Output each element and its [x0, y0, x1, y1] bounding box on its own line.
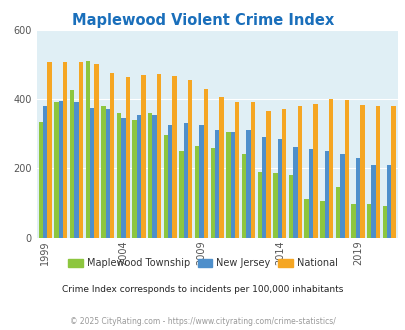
Bar [43, 106, 47, 238]
Legend: Maplewood Township, New Jersey, National: Maplewood Township, New Jersey, National [64, 254, 341, 272]
Bar [366, 204, 371, 238]
Bar [63, 62, 67, 238]
Bar [90, 108, 94, 238]
Bar [94, 64, 98, 238]
Bar [355, 158, 359, 238]
Bar [230, 132, 234, 238]
Bar [250, 102, 254, 238]
Text: Crime Index corresponds to incidents per 100,000 inhabitants: Crime Index corresponds to incidents per… [62, 285, 343, 294]
Bar [110, 73, 114, 238]
Bar [339, 154, 344, 238]
Bar [246, 130, 250, 238]
Bar [188, 80, 192, 238]
Bar [47, 62, 51, 238]
Bar [54, 102, 58, 238]
Bar [74, 102, 79, 238]
Bar [351, 204, 355, 238]
Bar [344, 100, 348, 238]
Bar [203, 88, 208, 238]
Bar [101, 106, 105, 238]
Bar [277, 139, 281, 238]
Bar [297, 106, 301, 238]
Text: © 2025 CityRating.com - https://www.cityrating.com/crime-statistics/: © 2025 CityRating.com - https://www.city… [70, 317, 335, 326]
Bar [183, 123, 188, 238]
Bar [292, 147, 297, 238]
Bar [85, 61, 90, 238]
Bar [328, 99, 333, 238]
Bar [58, 101, 63, 238]
Bar [168, 125, 172, 238]
Bar [172, 77, 177, 238]
Bar [304, 199, 308, 238]
Bar [199, 125, 203, 238]
Bar [335, 187, 339, 238]
Bar [179, 151, 183, 238]
Bar [241, 154, 246, 238]
Bar [324, 151, 328, 238]
Text: Maplewood Violent Crime Index: Maplewood Violent Crime Index [72, 13, 333, 28]
Bar [215, 130, 219, 238]
Bar [148, 113, 152, 238]
Bar [121, 118, 125, 238]
Bar [281, 109, 286, 238]
Bar [308, 149, 313, 238]
Bar [79, 62, 83, 238]
Bar [288, 175, 292, 238]
Bar [320, 201, 324, 238]
Bar [194, 146, 199, 238]
Bar [226, 132, 230, 238]
Bar [125, 77, 130, 238]
Bar [375, 106, 379, 238]
Bar [105, 109, 110, 238]
Bar [156, 74, 161, 238]
Bar [163, 135, 168, 238]
Bar [257, 172, 261, 238]
Bar [273, 174, 277, 238]
Bar [313, 104, 317, 238]
Bar [386, 165, 390, 238]
Bar [390, 106, 395, 238]
Bar [371, 165, 375, 238]
Bar [219, 97, 223, 238]
Bar [141, 75, 145, 238]
Bar [117, 113, 121, 238]
Bar [261, 137, 266, 238]
Bar [136, 115, 141, 238]
Bar [152, 115, 156, 238]
Bar [234, 102, 239, 238]
Bar [132, 120, 136, 238]
Bar [359, 105, 364, 238]
Bar [382, 207, 386, 238]
Bar [38, 121, 43, 238]
Bar [70, 90, 74, 238]
Bar [266, 111, 270, 238]
Bar [210, 148, 215, 238]
